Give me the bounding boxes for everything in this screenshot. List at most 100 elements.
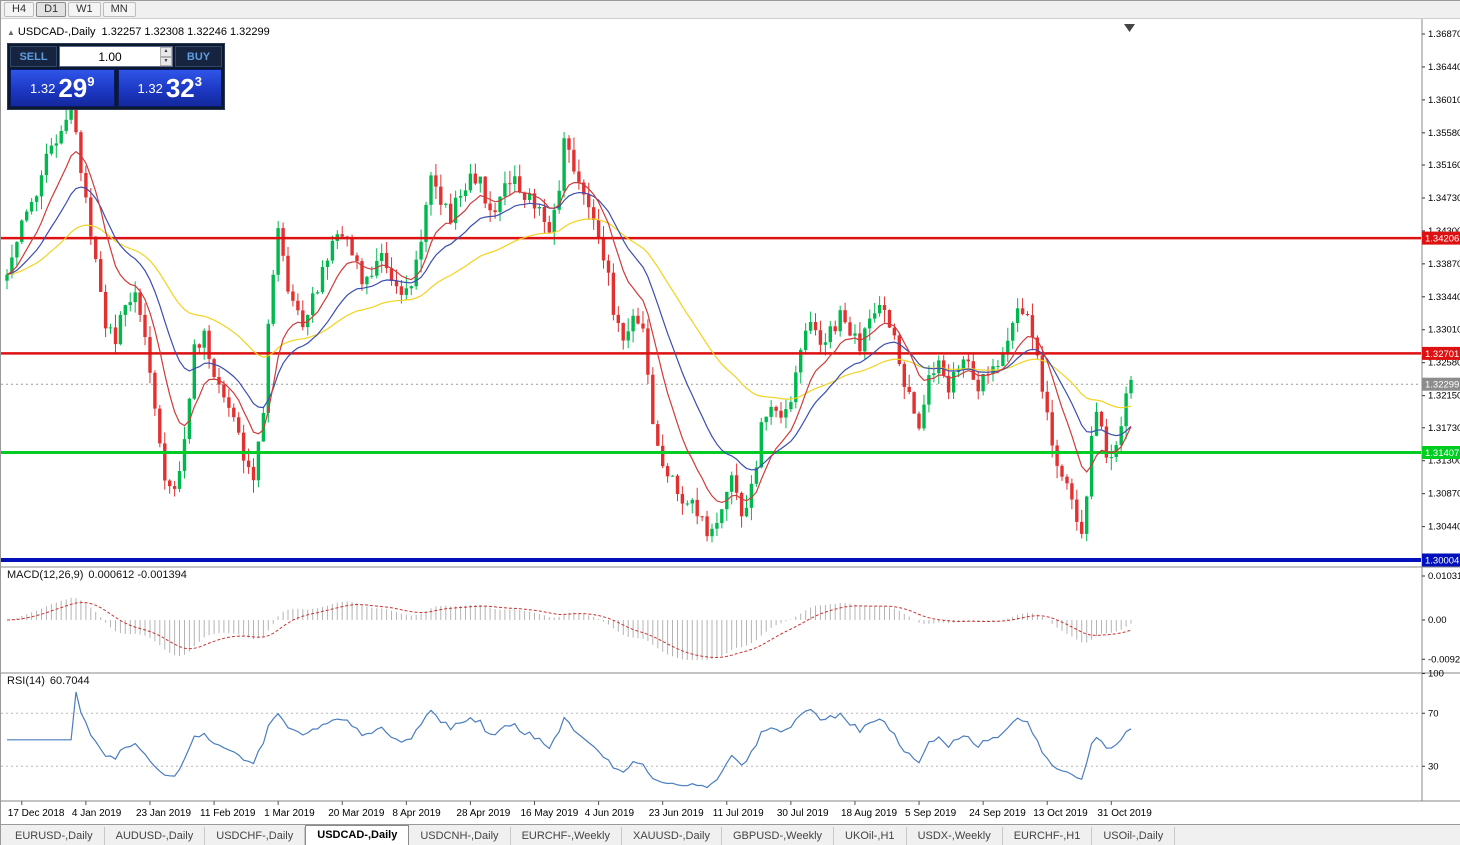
tab-eurchf-weekly[interactable]: EURCHF-,Weekly (511, 827, 622, 845)
tab-audusd-daily[interactable]: AUDUSD-,Daily (105, 827, 206, 845)
buy-button[interactable]: BUY (175, 46, 222, 67)
timeframe-button-d1[interactable]: D1 (36, 2, 67, 17)
timeframe-button-mn[interactable]: MN (102, 2, 136, 17)
svg-text:20 Mar 2019: 20 Mar 2019 (328, 808, 385, 819)
svg-text:1.35160: 1.35160 (1428, 160, 1460, 171)
macd-indicator-label: MACD(12,26,9) 0.000612 -0.001394 (7, 569, 187, 581)
macd-plot (6, 597, 1132, 660)
svg-text:11 Jul 2019: 11 Jul 2019 (713, 808, 764, 819)
one-click-trading-panel: SELL ▲ ▼ BUY 1.32 29 9 1.32 32 3 (7, 43, 225, 110)
svg-text:1.33440: 1.33440 (1428, 292, 1460, 303)
rsi-value: 60.7044 (49, 675, 90, 687)
price-tag-1.34206: 1.34206 (1422, 231, 1460, 245)
tab-eurchf-h1[interactable]: EURCHF-,H1 (1003, 827, 1093, 845)
moving-average-lines (6, 150, 1132, 504)
svg-text:1.34730: 1.34730 (1428, 193, 1460, 204)
svg-text:1.35580: 1.35580 (1428, 128, 1460, 139)
volume-box: ▲ ▼ (59, 46, 173, 67)
chart-title-bar: ▲ USDCAD-,Daily 1.32257 1.32308 1.32246 1.… (7, 26, 270, 38)
svg-text:31 Oct 2019: 31 Oct 2019 (1097, 808, 1152, 819)
ask-price-pipette: 3 (194, 74, 202, 89)
tab-gbpusd-weekly[interactable]: GBPUSD-,Weekly (722, 827, 835, 845)
svg-text:1.33010: 1.33010 (1428, 325, 1460, 336)
svg-text:70: 70 (1428, 708, 1439, 719)
timeframe-button-h4[interactable]: H4 (4, 2, 35, 17)
bid-price-pipette: 9 (87, 74, 95, 89)
horizontal-levels (1, 236, 1421, 562)
tab-xauusd-daily[interactable]: XAUUSD-,Daily (622, 827, 722, 845)
svg-text:24 Sep 2019: 24 Sep 2019 (969, 808, 1026, 819)
svg-text:1.34206: 1.34206 (1425, 234, 1459, 245)
svg-text:30: 30 (1428, 761, 1439, 772)
svg-text:1.34300: 1.34300 (1428, 226, 1460, 237)
svg-text:1.30004: 1.30004 (1425, 556, 1459, 567)
chart-ohlc-values: 1.32257 1.32308 1.32246 1.32299 (101, 26, 270, 38)
candles (5, 91, 1133, 543)
svg-text:1.36440: 1.36440 (1428, 62, 1460, 73)
svg-text:1.30870: 1.30870 (1428, 489, 1460, 500)
tab-usdcnh-daily[interactable]: USDCNH-,Daily (409, 827, 511, 845)
tab-ukoil-h1[interactable]: UKOil-,H1 (834, 827, 907, 845)
svg-text:1.31730: 1.31730 (1428, 423, 1460, 434)
svg-text:1.33870: 1.33870 (1428, 259, 1460, 270)
tab-usdcad-daily[interactable]: USDCAD-,Daily (305, 825, 410, 845)
svg-text:-0.009205: -0.009205 (1428, 654, 1460, 665)
svg-text:1.31300: 1.31300 (1428, 456, 1460, 467)
svg-text:1.32580: 1.32580 (1428, 358, 1460, 369)
trade-panel-collapse-icon[interactable]: ▲ (7, 28, 15, 37)
main-chart-canvas[interactable]: 1.36870 1.36440 1.36010 1.35580 1.35160 1.347… (1, 19, 1460, 824)
chart-symbol-title: USDCAD-,Daily (17, 26, 96, 38)
rsi-plot (1, 691, 1421, 789)
svg-text:1.30440: 1.30440 (1428, 522, 1460, 533)
symbol-tabs-bar: EURUSD-,Daily AUDUSD-,Daily USDCHF-,Daily U… (1, 824, 1460, 845)
svg-text:17 Dec 2018: 17 Dec 2018 (8, 808, 65, 819)
macd-values: 0.000612 -0.001394 (88, 569, 187, 581)
svg-text:1.36870: 1.36870 (1428, 29, 1460, 40)
svg-text:1.36010: 1.36010 (1428, 95, 1460, 106)
price-tag-1.32299: 1.32299 (1422, 377, 1460, 391)
ask-price-prefix: 1.32 (137, 80, 163, 96)
price-axis[interactable]: 1.36870 1.36440 1.36010 1.35580 1.35160 1.347… (1, 19, 1460, 802)
svg-text:1.32701: 1.32701 (1425, 349, 1459, 360)
price-tag-1.32701: 1.32701 (1422, 346, 1460, 360)
rsi-indicator-label: RSI(14) 60.7044 (7, 675, 90, 687)
svg-text:18 Aug 2019: 18 Aug 2019 (841, 808, 898, 819)
macd-name: MACD(12,26,9) (7, 569, 84, 581)
tab-usdx-weekly[interactable]: USDX-,Weekly (907, 827, 1003, 845)
svg-text:8 Apr 2019: 8 Apr 2019 (392, 808, 441, 819)
volume-increase-button[interactable]: ▲ (160, 47, 172, 57)
svg-text:1 Mar 2019: 1 Mar 2019 (264, 808, 315, 819)
svg-text:1.32150: 1.32150 (1428, 391, 1460, 402)
tab-usoil-daily[interactable]: USOil-,Daily (1092, 827, 1176, 845)
svg-text:30 Jul 2019: 30 Jul 2019 (777, 808, 829, 819)
svg-text:4 Jun 2019: 4 Jun 2019 (585, 808, 635, 819)
sell-price-tile[interactable]: 1.32 29 9 (10, 69, 115, 107)
volume-input[interactable] (60, 47, 172, 66)
date-axis[interactable]: 17 Dec 2018 4 Jan 2019 23 Jan 2019 11 Feb 2… (8, 801, 1152, 819)
svg-text:23 Jan 2019: 23 Jan 2019 (136, 808, 191, 819)
svg-text:1.32299: 1.32299 (1425, 380, 1459, 391)
svg-text:100: 100 (1428, 669, 1444, 680)
chart-shift-marker-icon[interactable] (1124, 24, 1135, 32)
price-tag-1.30004: 1.30004 (1422, 553, 1460, 567)
ask-price-big: 32 (165, 73, 195, 103)
svg-text:13 Oct 2019: 13 Oct 2019 (1033, 808, 1088, 819)
svg-text:11 Feb 2019: 11 Feb 2019 (200, 808, 256, 819)
volume-decrease-button[interactable]: ▼ (160, 56, 172, 66)
timeframe-toolbar: H4 D1 W1 MN (1, 1, 1460, 19)
bid-price-big: 29 (58, 73, 88, 103)
svg-text:5 Sep 2019: 5 Sep 2019 (905, 808, 957, 819)
tab-usdchf-daily[interactable]: USDCHF-,Daily (205, 827, 306, 845)
tab-eurusd-daily[interactable]: EURUSD-,Daily (4, 827, 105, 845)
bid-price-prefix: 1.32 (30, 80, 56, 96)
svg-text:0.010311: 0.010311 (1428, 571, 1460, 582)
buy-price-tile[interactable]: 1.32 32 3 (117, 69, 222, 107)
sell-button[interactable]: SELL (10, 46, 57, 67)
svg-text:16 May 2019: 16 May 2019 (521, 808, 579, 819)
svg-text:28 Apr 2019: 28 Apr 2019 (456, 808, 510, 819)
svg-text:1.31407: 1.31407 (1425, 448, 1459, 459)
price-tag-1.31407: 1.31407 (1422, 446, 1460, 459)
timeframe-button-w1[interactable]: W1 (68, 2, 101, 17)
svg-text:23 Jun 2019: 23 Jun 2019 (649, 808, 704, 819)
